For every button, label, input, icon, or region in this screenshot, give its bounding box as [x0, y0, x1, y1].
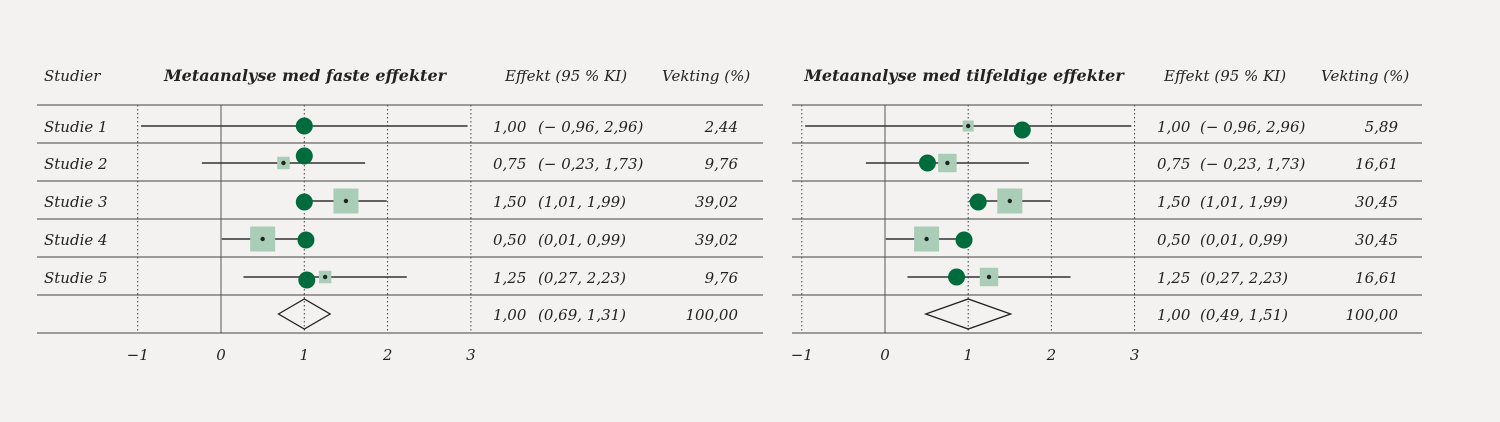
- study-label: Studie 2: [44, 155, 108, 173]
- panel-title: Metaanalyse med tilfeldige effekter: [803, 66, 1125, 85]
- point-estimate: [986, 274, 992, 280]
- ci-value: (0,27, 2,23): [538, 269, 626, 287]
- effect-value: 1,50: [493, 193, 527, 211]
- estimate-circle: [297, 231, 315, 249]
- study-label: Studie 4: [44, 231, 108, 249]
- study-label: Studie 5: [44, 269, 108, 287]
- x-tick-label: 2: [382, 346, 393, 364]
- effect-value: 0,75: [493, 155, 526, 173]
- column-header-effect: Effekt (95 % KI): [1163, 67, 1286, 85]
- x-tick-label: 0: [216, 346, 226, 364]
- pooled-diamond: [277, 298, 332, 330]
- x-tick-label: 0: [880, 346, 890, 364]
- effect-value: 1,00: [1157, 118, 1191, 136]
- weight-value: 16,61: [1355, 269, 1398, 287]
- column-header-weight: Vekting (%): [662, 67, 750, 85]
- estimate-circle: [918, 154, 936, 172]
- point-estimate: [924, 236, 929, 242]
- weight-value: 16,61: [1355, 155, 1398, 173]
- weight-value: 9,76: [705, 269, 739, 287]
- study-label: Studie 3: [44, 193, 108, 211]
- ci-value: (0,01, 0,99): [538, 231, 626, 249]
- x-tick-label: 3: [1130, 346, 1140, 364]
- point-estimate: [343, 198, 349, 204]
- pooled-effect-value: 1,00: [493, 306, 527, 324]
- pooled-diamond: [923, 298, 1013, 330]
- ci-value: (0,01, 0,99): [1200, 231, 1288, 249]
- x-tick-label: 2: [1046, 346, 1057, 364]
- effect-value: 0,50: [1157, 231, 1191, 249]
- effect-value: 1,25: [1157, 269, 1190, 287]
- ci-value: (− 0,23, 1,73): [538, 155, 644, 173]
- weight-value: 30,45: [1355, 193, 1398, 211]
- ci-value: (0,27, 2,23): [1200, 269, 1288, 287]
- panel-title: Metaanalyse med faste effekter: [163, 66, 448, 85]
- weight-value: 5,89: [1365, 118, 1399, 136]
- study-label: Studie 1: [44, 118, 108, 136]
- x-tick-label: 1: [963, 346, 973, 364]
- ci-value: (1,01, 1,99): [1200, 193, 1288, 211]
- x-tick-label: 1: [300, 346, 310, 364]
- pooled-weight-value: 100,00: [686, 306, 739, 324]
- weight-value: 2,44: [704, 118, 738, 136]
- weight-value: 39,02: [695, 193, 738, 211]
- pooled-weight-value: 100,00: [1346, 306, 1399, 324]
- x-tick-label: −1: [791, 346, 813, 364]
- effect-value: 1,50: [1157, 193, 1191, 211]
- estimate-circle: [295, 147, 313, 165]
- pooled-effect-value: 1,00: [1157, 306, 1191, 324]
- weight-value: 30,45: [1355, 231, 1398, 249]
- ci-value: (1,01, 1,99): [538, 193, 626, 211]
- effect-value: 0,75: [1157, 155, 1190, 173]
- ci-value: (− 0,96, 2,96): [538, 118, 644, 136]
- pooled-ci-value: (0,49, 1,51): [1200, 306, 1288, 324]
- estimate-circle: [295, 193, 313, 211]
- effect-value: 1,25: [493, 269, 526, 287]
- effect-value: 0,50: [493, 231, 527, 249]
- point-estimate: [945, 160, 950, 166]
- estimate-circle: [1013, 121, 1031, 139]
- estimate-circle: [955, 231, 973, 249]
- column-header-effect: Effekt (95 % KI): [504, 67, 627, 85]
- effect-value: 1,00: [493, 118, 527, 136]
- column-header-weight: Vekting (%): [1321, 67, 1409, 85]
- point-estimate: [260, 236, 265, 242]
- point-estimate: [966, 123, 971, 129]
- ci-value: (− 0,96, 2,96): [1200, 118, 1306, 136]
- ci-value: (− 0,23, 1,73): [1200, 155, 1306, 173]
- point-estimate: [322, 274, 328, 280]
- point-estimate: [1007, 198, 1012, 204]
- pooled-ci-value: (0,69, 1,31): [538, 306, 626, 324]
- weight-value: 9,76: [705, 155, 739, 173]
- point-estimate: [281, 160, 286, 166]
- row-header: Studier: [44, 67, 101, 85]
- estimate-circle: [298, 271, 316, 289]
- weight-value: 39,02: [695, 231, 738, 249]
- estimate-circle: [948, 268, 966, 286]
- estimate-circle: [295, 117, 313, 135]
- estimate-circle: [969, 193, 987, 211]
- x-tick-label: 3: [466, 346, 476, 364]
- x-tick-label: −1: [127, 346, 149, 364]
